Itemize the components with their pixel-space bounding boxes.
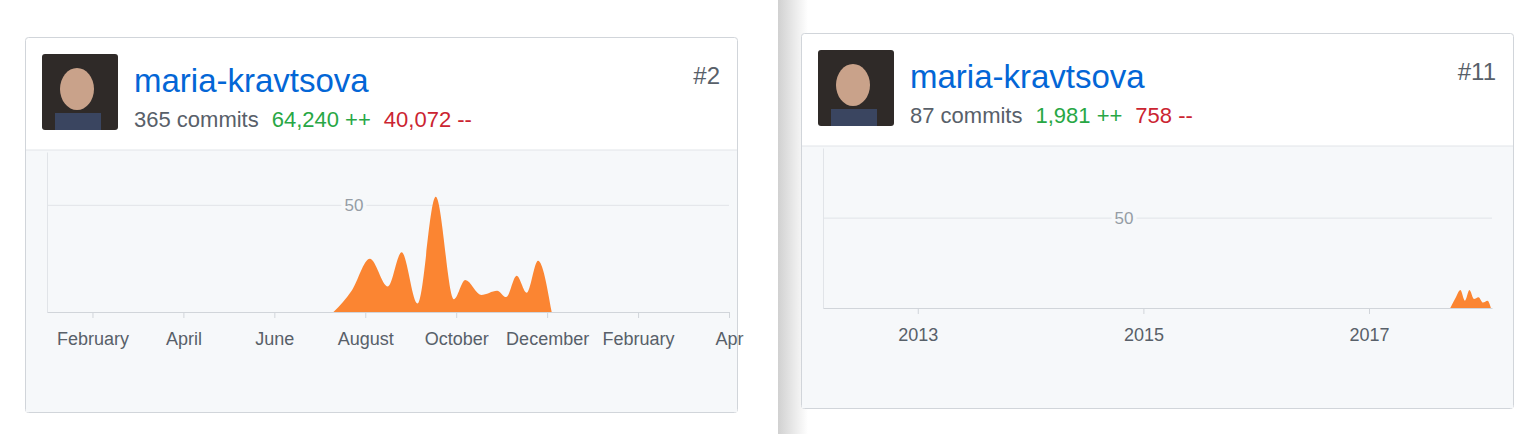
x-axis-line (48, 312, 730, 313)
x-axis-line (824, 308, 1493, 309)
x-tick-label: 2015 (1124, 325, 1164, 345)
x-tick: February (57, 312, 129, 349)
y-tick-label: 50 (1115, 209, 1134, 228)
contributor-card: maria-kravtsova #11 87 commits 1,981 ++ 758 … (802, 34, 1514, 409)
x-tick-label: February (603, 329, 675, 349)
x-tick-mark (274, 312, 275, 318)
y-axis (47, 153, 48, 313)
x-tick-label: February (57, 329, 129, 349)
x-tick: February (603, 312, 675, 349)
grid-line (47, 205, 729, 206)
rank: #11 (1458, 58, 1496, 85)
card-body (26, 150, 737, 412)
plot-area (333, 197, 551, 312)
x-tick: June (255, 312, 294, 349)
card-divider (802, 146, 1513, 147)
x-tick: October (425, 312, 489, 349)
x-tick-mark (1369, 308, 1370, 314)
x-tick-mark (92, 312, 93, 318)
contributor-card: maria-kravtsova #2 365 commits 64,240 ++ 40,… (26, 38, 744, 413)
commit-area (333, 197, 551, 312)
commit-count: 365 commits (134, 107, 259, 132)
x-tick-label: April (166, 329, 202, 349)
tick-label-bg (1112, 209, 1137, 227)
deletions: 40,072 -- (384, 107, 472, 132)
x-axis: February April June August October December Fe… (48, 312, 744, 349)
commit-count: 87 commits (910, 103, 1022, 128)
grid-line (823, 218, 1492, 219)
card-body (802, 146, 1513, 408)
contributor-name[interactable]: maria-kravtsova (134, 62, 369, 99)
avatar-shirt (831, 109, 877, 126)
x-tick-mark (729, 312, 730, 318)
y-tick-label: 50 (344, 196, 363, 215)
x-tick: Apr (715, 312, 743, 349)
avatar[interactable] (818, 50, 894, 126)
x-tick-label: 2013 (898, 325, 938, 345)
x-tick-mark (456, 312, 457, 318)
avatar-image[interactable] (818, 50, 894, 126)
x-tick-label: June (255, 329, 294, 349)
card-frame (802, 34, 1514, 409)
additions: 1,981 ++ (1035, 103, 1122, 128)
tick-label-bg (341, 196, 366, 214)
card-frame (26, 38, 738, 413)
avatar[interactable] (42, 54, 118, 130)
x-tick-mark (365, 312, 366, 318)
x-tick-mark (183, 312, 184, 318)
x-tick: December (506, 312, 589, 349)
x-tick-label: 2017 (1350, 325, 1390, 345)
commit-area (1450, 290, 1491, 308)
avatar-shirt (55, 113, 101, 130)
deletions: 758 -- (1135, 103, 1192, 128)
x-tick-label: August (338, 329, 394, 349)
avatar-image[interactable] (42, 54, 118, 130)
avatar-face (60, 68, 94, 110)
x-tick: 2015 (1124, 308, 1164, 345)
x-tick-mark (1143, 308, 1144, 314)
y-axis-line (823, 149, 824, 309)
page: maria-kravtsova #2 365 commits 64,240 ++ 40,… (0, 0, 1532, 434)
x-tick-label: October (425, 329, 489, 349)
x-tick-label: December (506, 329, 589, 349)
x-tick: April (166, 312, 202, 349)
x-tick: 2013 (898, 308, 938, 345)
x-tick-mark (918, 308, 919, 314)
y-axis (823, 149, 824, 309)
x-tick: 2017 (1350, 308, 1390, 345)
x-tick-label: Apr (715, 329, 743, 349)
y-axis-line (47, 153, 48, 313)
plot-area (1450, 290, 1491, 308)
x-axis: 2013 2015 2017 (824, 308, 1493, 345)
card-divider (26, 150, 737, 151)
x-tick-mark (547, 312, 548, 318)
contributor-name[interactable]: maria-kravtsova (910, 58, 1145, 95)
rank: #2 (693, 62, 720, 89)
x-tick-mark (638, 312, 639, 318)
avatar-face (836, 64, 870, 106)
additions: 64,240 ++ (272, 107, 371, 132)
x-tick: August (338, 312, 394, 349)
